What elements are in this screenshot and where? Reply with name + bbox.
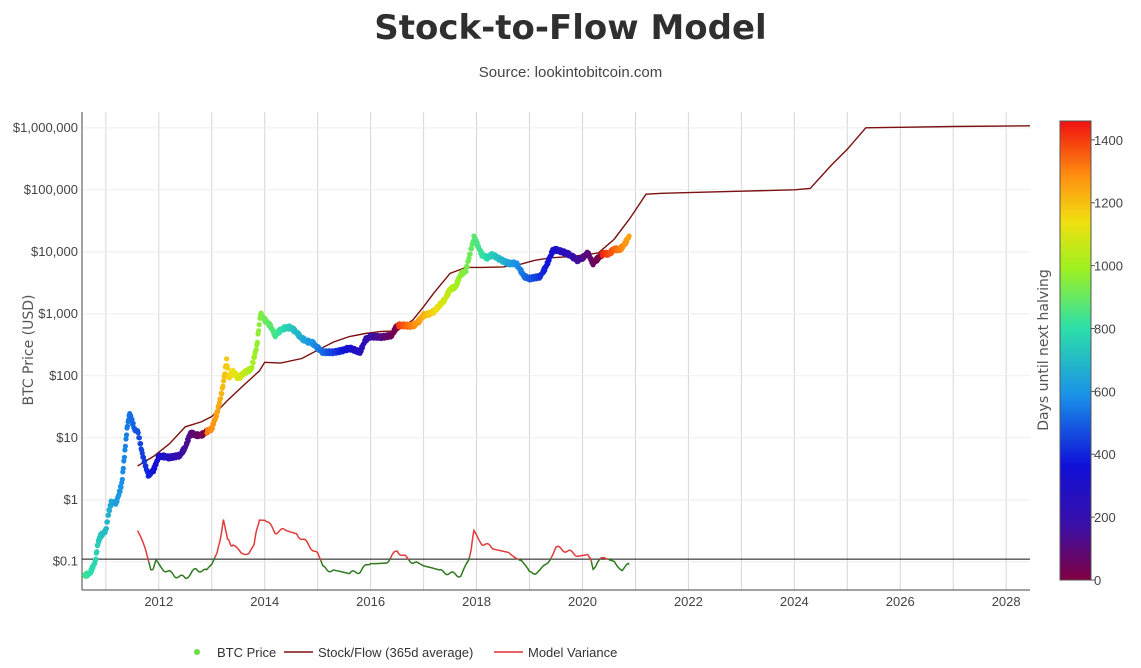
btc-price-point xyxy=(213,413,220,419)
legend-variance-label: Model Variance xyxy=(528,645,617,660)
btc-price-point xyxy=(106,508,113,514)
colorbar-tick-label: 800 xyxy=(1094,321,1116,336)
plot-area xyxy=(82,125,1030,579)
y-tick-label: $1,000 xyxy=(38,306,78,321)
variance-line-segment xyxy=(599,556,609,560)
x-tick-label: 2026 xyxy=(886,594,915,609)
btc-price-point xyxy=(122,447,128,453)
btc-price-point xyxy=(225,365,231,371)
x-tick-label: 2022 xyxy=(674,594,703,609)
btc-price-point xyxy=(466,255,472,261)
x-tick-label: 2020 xyxy=(568,594,597,609)
colorbar-tick-label: 1200 xyxy=(1094,196,1123,211)
y-tick-label: $10 xyxy=(56,430,78,445)
btc-price-point xyxy=(138,441,144,447)
btc-price-point xyxy=(121,454,127,460)
btc-price-point xyxy=(119,476,125,483)
y-tick-label: $100,000 xyxy=(24,182,78,197)
y-tick-label: $100 xyxy=(49,368,78,383)
btc-price-point xyxy=(626,233,632,239)
variance-line-segment xyxy=(590,558,601,571)
btc-price-point xyxy=(105,512,112,518)
variance-line-segment xyxy=(320,557,392,575)
stock-flow-line xyxy=(137,125,1030,467)
btc-price-point xyxy=(249,364,255,371)
btc-price-point xyxy=(123,432,130,438)
x-tick-label: 2014 xyxy=(250,594,279,609)
grid xyxy=(82,112,1030,590)
btc-price-point xyxy=(135,430,141,436)
btc-price-point xyxy=(464,264,470,270)
btc-price-point xyxy=(93,556,99,562)
btc-price-point xyxy=(122,443,128,449)
x-tick-label: 2024 xyxy=(780,594,809,609)
btc-price-point xyxy=(123,436,129,442)
btc-price-point xyxy=(218,396,224,402)
variance-line-segment xyxy=(607,558,630,572)
btc-price-point xyxy=(468,246,475,252)
btc-price-point xyxy=(94,549,100,555)
colorbar-tick-label: 600 xyxy=(1094,384,1116,399)
colorbar-tick-label: 200 xyxy=(1094,510,1116,525)
btc-price-point xyxy=(103,526,109,532)
chart-subtitle: Source: lookintobitcoin.com xyxy=(478,64,663,81)
btc-price-point xyxy=(142,458,148,464)
btc-price-point xyxy=(250,360,256,366)
x-tick-label: 2028 xyxy=(992,594,1021,609)
variance-line-segment xyxy=(550,545,593,562)
variance-line-segment xyxy=(518,557,552,575)
chart-title: Stock-to-Flow Model xyxy=(374,8,767,48)
btc-price-point xyxy=(118,484,124,490)
y-axis-title: BTC Price (USD) xyxy=(21,294,37,405)
btc-price-point xyxy=(130,420,136,426)
y-tick-label: $1 xyxy=(64,492,78,507)
variance-line-segment xyxy=(408,556,471,578)
variance-line-segment xyxy=(468,528,519,561)
legend-sf-label: Stock/Flow (365d average) xyxy=(318,645,473,660)
y-tick-label: $0.1 xyxy=(53,554,78,569)
btc-price-point xyxy=(209,425,215,432)
colorbar-tick-label: 0 xyxy=(1094,573,1101,588)
colorbar: 0 200 400 600 800 1000 1200 1400 xyxy=(1059,120,1123,588)
variance-line-segment xyxy=(214,519,322,561)
variance-line-segment xyxy=(136,530,150,562)
variance-line-segment xyxy=(147,557,216,579)
y-tick-label: $10,000 xyxy=(31,244,78,259)
btc-price-point xyxy=(256,328,262,334)
btc-price-point xyxy=(256,322,262,328)
btc-price-point xyxy=(215,409,221,415)
btc-price-point xyxy=(120,465,126,471)
colorbar-title: Days until next halving xyxy=(1036,269,1052,431)
colorbar-gradient xyxy=(1059,120,1092,581)
btc-price-point xyxy=(220,383,226,389)
btc-price-point xyxy=(117,489,123,495)
btc-price-point xyxy=(104,519,110,525)
btc-price-point xyxy=(129,416,135,423)
btc-price-point xyxy=(219,391,225,397)
btc-price-point xyxy=(467,251,473,257)
colorbar-tick-label: 1400 xyxy=(1094,133,1123,148)
btc-price-point xyxy=(253,346,259,353)
btc-price-point xyxy=(124,423,131,429)
btc-price-point xyxy=(136,435,142,441)
legend-btc-label: BTC Price xyxy=(217,645,276,660)
colorbar-tick-label: 1000 xyxy=(1094,259,1123,274)
tick-labels: $0.1 $1 $10 $100 $1,000 $10,000 $100,000 $1,000… xyxy=(13,120,1021,609)
variance-line-segment xyxy=(389,550,410,561)
btc-price-point xyxy=(463,269,469,275)
legend: BTC Price Stock/Flow (365d average) Model … xyxy=(194,645,617,660)
btc-price-point xyxy=(221,378,227,384)
x-tick-label: 2012 xyxy=(144,594,173,609)
colorbar-tick-label: 400 xyxy=(1094,447,1116,462)
legend-btc-marker xyxy=(194,649,200,655)
y-tick-label: $1,000,000 xyxy=(13,120,78,135)
btc-price-point xyxy=(254,339,260,345)
x-tick-label: 2016 xyxy=(356,594,385,609)
btc-price-point xyxy=(224,356,230,362)
x-tick-label: 2018 xyxy=(462,594,491,609)
axes xyxy=(81,112,1030,591)
